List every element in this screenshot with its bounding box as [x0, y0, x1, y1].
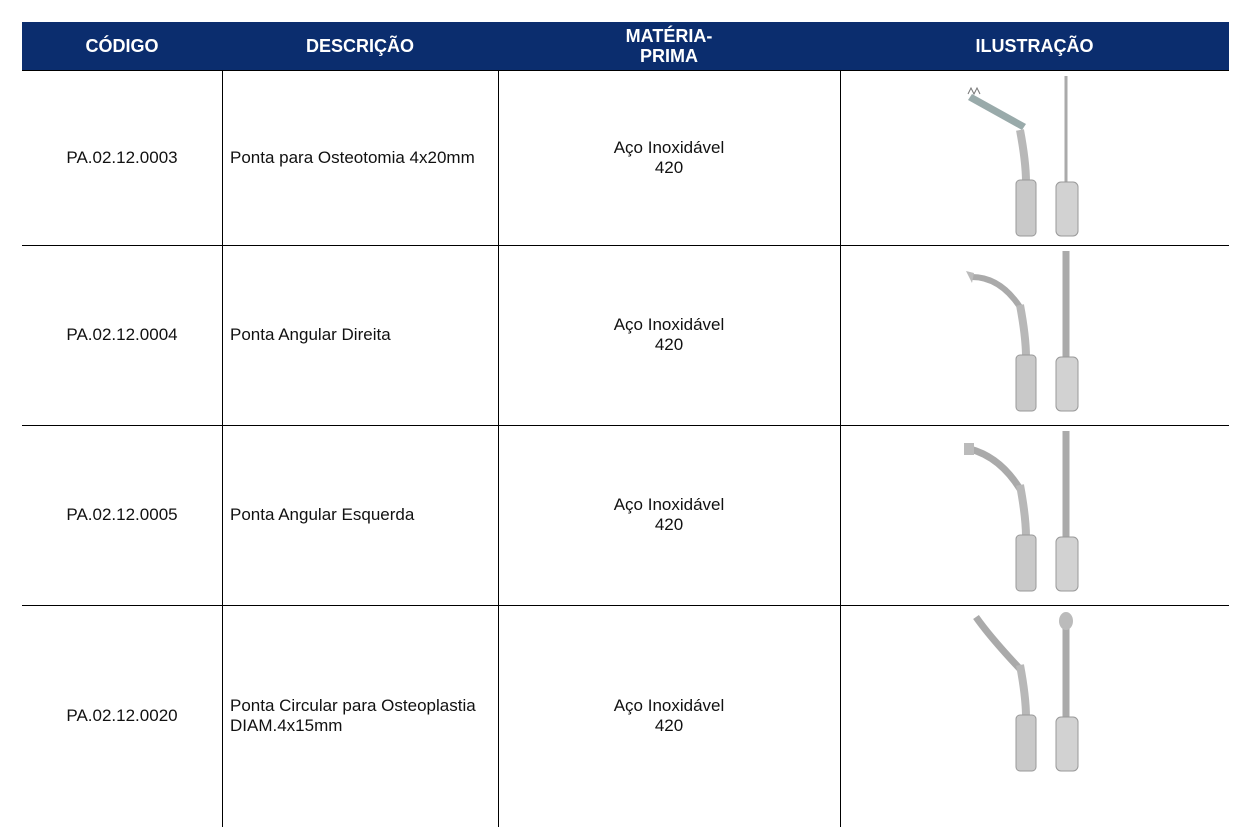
code-cell: PA.02.12.0004 [22, 245, 222, 425]
header-cell: CÓDIGO [22, 22, 222, 70]
header-cell: MATÉRIA-PRIMA [498, 22, 840, 70]
column-separator [840, 70, 841, 827]
description-cell-text: Ponta Angular Direita [230, 325, 391, 344]
material-cell-text: Aço Inoxidável 420 [613, 696, 725, 735]
material-cell: Aço Inoxidável 420 [498, 425, 840, 605]
description-cell: Ponta para Osteotomia 4x20mm [222, 70, 498, 245]
code-cell-text: PA.02.12.0003 [66, 147, 178, 167]
material-cell: Aço Inoxidável 420 [498, 605, 840, 827]
code-cell-text: PA.02.12.0004 [66, 325, 178, 344]
column-separator [222, 70, 223, 827]
code-cell: PA.02.12.0003 [22, 70, 222, 245]
illustration [973, 612, 1079, 772]
row-separator [22, 605, 1229, 606]
description-cell: Ponta Angular Esquerda [222, 425, 498, 605]
header-cell: DESCRIÇÃO [222, 22, 498, 70]
header-cell-text: MATÉRIA-PRIMA [625, 26, 713, 66]
code-cell-text: PA.02.12.0005 [66, 505, 178, 524]
material-cell-text: Aço Inoxidável 420 [613, 315, 725, 354]
header-cell-text: ILUSTRAÇÃO [975, 36, 1094, 56]
material-cell: Aço Inoxidável 420 [498, 245, 840, 425]
code-cell: PA.02.12.0005 [22, 425, 222, 605]
row-separator [22, 425, 1229, 426]
illustration [967, 76, 1079, 237]
description-cell: Ponta Circular para Osteoplastia DIAM.4x… [222, 605, 498, 827]
header-cell-text: DESCRIÇÃO [305, 36, 414, 56]
row-separator [22, 70, 1229, 71]
description-cell-text: Ponta Angular Esquerda [230, 505, 415, 524]
code-cell: PA.02.12.0020 [22, 605, 222, 827]
description-cell-text: Ponta Circular para Osteoplastia DIAM.4x… [230, 696, 476, 735]
illustration [966, 251, 1079, 412]
material-cell-text: Aço Inoxidável 420 [613, 137, 725, 177]
row-separator [22, 245, 1229, 246]
description-cell-text: Ponta para Osteotomia 4x20mm [230, 147, 475, 167]
header-cell: ILUSTRAÇÃO [840, 22, 1229, 70]
illustration [964, 431, 1079, 592]
description-cell: Ponta Angular Direita [222, 245, 498, 425]
material-cell-text: Aço Inoxidável 420 [613, 495, 725, 534]
code-cell-text: PA.02.12.0020 [66, 706, 178, 725]
material-cell: Aço Inoxidável 420 [498, 70, 840, 245]
column-separator [498, 70, 499, 827]
header-cell-text: CÓDIGO [85, 36, 159, 56]
